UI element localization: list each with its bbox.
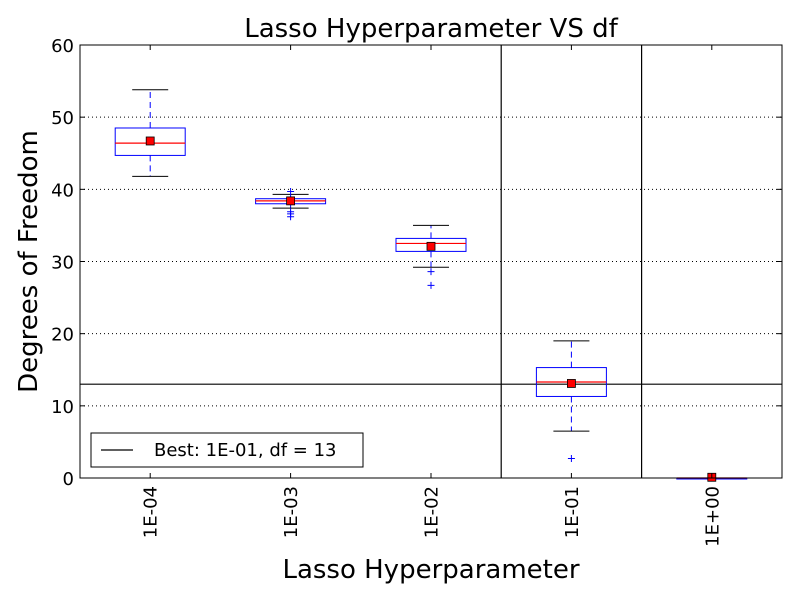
y-tick-label: 20	[51, 325, 74, 346]
x-axis: 1E-04 1E-03 1E-02 1E-01 1E+00	[141, 45, 723, 547]
box-group-1E-03	[255, 187, 327, 221]
mean-marker	[426, 241, 436, 251]
outlier-marker	[567, 455, 575, 463]
y-tick-label: 30	[51, 253, 74, 274]
y-tick-label: 40	[51, 180, 74, 201]
box-iqr	[395, 237, 467, 252]
box-group-1E-01	[535, 340, 607, 463]
outlier-marker	[427, 281, 435, 289]
grid	[80, 116, 782, 407]
legend: Best: 1E-01, df = 13	[90, 432, 364, 468]
x-tick-label: 1E-03	[281, 486, 302, 538]
x-tick-label: 1E-02	[422, 486, 443, 538]
y-axis-label: Degrees of Freedom	[14, 130, 44, 393]
legend-label: Best: 1E-01, df = 13	[154, 440, 337, 461]
y-tick-label: 10	[51, 397, 74, 418]
x-tick-label: 1E-04	[141, 486, 162, 538]
box-iqr	[114, 127, 186, 156]
y-tick-label: 50	[51, 108, 74, 129]
x-axis-label: Lasso Hyperparameter	[282, 555, 579, 585]
y-axis: 0 10 20 30 40 50 60	[51, 36, 782, 490]
outlier-marker	[427, 268, 435, 276]
outlier-marker	[287, 187, 295, 195]
outlier-marker	[287, 208, 295, 216]
reference-lines	[80, 45, 782, 478]
mean-marker	[145, 136, 155, 146]
x-tick-label: 1E-01	[562, 486, 583, 538]
y-tick-label: 60	[51, 36, 74, 57]
box-group-1E-02	[395, 224, 467, 289]
mean-marker	[286, 196, 296, 206]
y-tick-label: 0	[63, 469, 74, 490]
mean-marker	[567, 379, 576, 388]
x-tick-label: 1E+00	[702, 486, 723, 547]
boxes	[114, 89, 748, 482]
box-group-1E-04	[114, 89, 186, 177]
chart-title: Lasso Hyperparameter VS df	[244, 14, 618, 44]
legend-box	[90, 432, 364, 468]
